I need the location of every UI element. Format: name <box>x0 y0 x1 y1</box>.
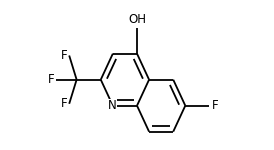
Text: F: F <box>61 97 67 110</box>
Text: F: F <box>61 49 67 62</box>
Text: OH: OH <box>128 13 146 26</box>
Text: N: N <box>108 99 116 112</box>
Text: F: F <box>212 99 219 112</box>
Text: F: F <box>48 73 54 86</box>
